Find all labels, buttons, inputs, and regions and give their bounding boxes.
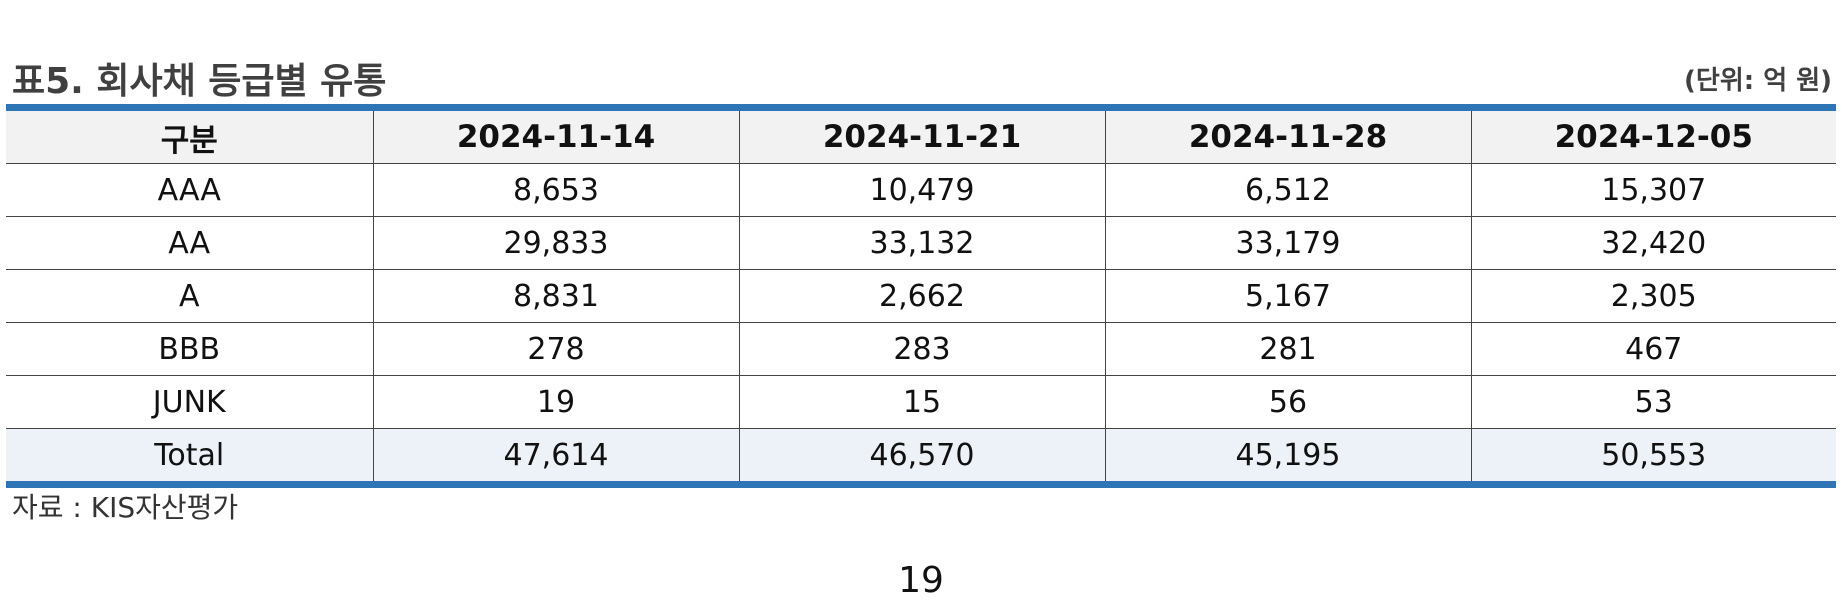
table-total-row: Total 47,614 46,570 45,195 50,553 xyxy=(6,428,1836,485)
table-row: JUNK 19 15 56 53 xyxy=(6,375,1836,429)
table-container: 구분 2024-11-14 2024-11-21 2024-11-28 2024… xyxy=(6,104,1836,488)
table-title-row: 표5. 회사채 등급별 유통 (단위: 억 원) xyxy=(0,50,1842,104)
table-cell: 47,614 xyxy=(372,428,739,485)
bond-rating-table: 구분 2024-11-14 2024-11-21 2024-11-28 2024… xyxy=(6,104,1836,488)
table-cell: 53 xyxy=(1470,375,1836,429)
source-note: 자료 : KIS자산평가 xyxy=(12,491,239,524)
table-header-row: 구분 2024-11-14 2024-11-21 2024-11-28 2024… xyxy=(6,107,1836,164)
table-cell: 8,653 xyxy=(372,163,739,217)
table-cell: 10,479 xyxy=(738,163,1105,217)
table-cell: 6,512 xyxy=(1104,163,1471,217)
table-cell: 32,420 xyxy=(1470,216,1836,270)
table-cell: 29,833 xyxy=(372,216,739,270)
table-cell: 19 xyxy=(372,375,739,429)
row-label: AAA xyxy=(6,163,373,217)
page-number: 19 xyxy=(898,560,944,601)
table-cell: 33,179 xyxy=(1104,216,1471,270)
table-cell: 5,167 xyxy=(1104,269,1471,323)
table-cell: 46,570 xyxy=(738,428,1105,485)
table-cell: 45,195 xyxy=(1104,428,1471,485)
column-header: 2024-11-21 xyxy=(738,107,1105,164)
row-label: A xyxy=(6,269,373,323)
table-title: 표5. 회사채 등급별 유통 xyxy=(12,61,387,102)
table-cell: 15 xyxy=(738,375,1105,429)
table-cell: 15,307 xyxy=(1470,163,1836,217)
table-row: AA 29,833 33,132 33,179 32,420 xyxy=(6,216,1836,270)
row-label: Total xyxy=(6,428,373,485)
column-header: 2024-11-28 xyxy=(1104,107,1471,164)
row-label: AA xyxy=(6,216,373,270)
table-cell: 50,553 xyxy=(1470,428,1836,485)
table-cell: 2,305 xyxy=(1470,269,1836,323)
table-cell: 33,132 xyxy=(738,216,1105,270)
table-row: AAA 8,653 10,479 6,512 15,307 xyxy=(6,163,1836,217)
unit-label: (단위: 억 원) xyxy=(1684,66,1832,96)
column-header: 구분 xyxy=(6,107,373,164)
column-header: 2024-11-14 xyxy=(372,107,739,164)
table-cell: 281 xyxy=(1104,322,1471,376)
table-cell: 2,662 xyxy=(738,269,1105,323)
table-cell: 283 xyxy=(738,322,1105,376)
table-cell: 467 xyxy=(1470,322,1836,376)
row-label: BBB xyxy=(6,322,373,376)
table-cell: 8,831 xyxy=(372,269,739,323)
row-label: JUNK xyxy=(6,375,373,429)
table-cell: 56 xyxy=(1104,375,1471,429)
table-row: A 8,831 2,662 5,167 2,305 xyxy=(6,269,1836,323)
column-header: 2024-12-05 xyxy=(1470,107,1836,164)
table-cell: 278 xyxy=(372,322,739,376)
table-row: BBB 278 283 281 467 xyxy=(6,322,1836,376)
